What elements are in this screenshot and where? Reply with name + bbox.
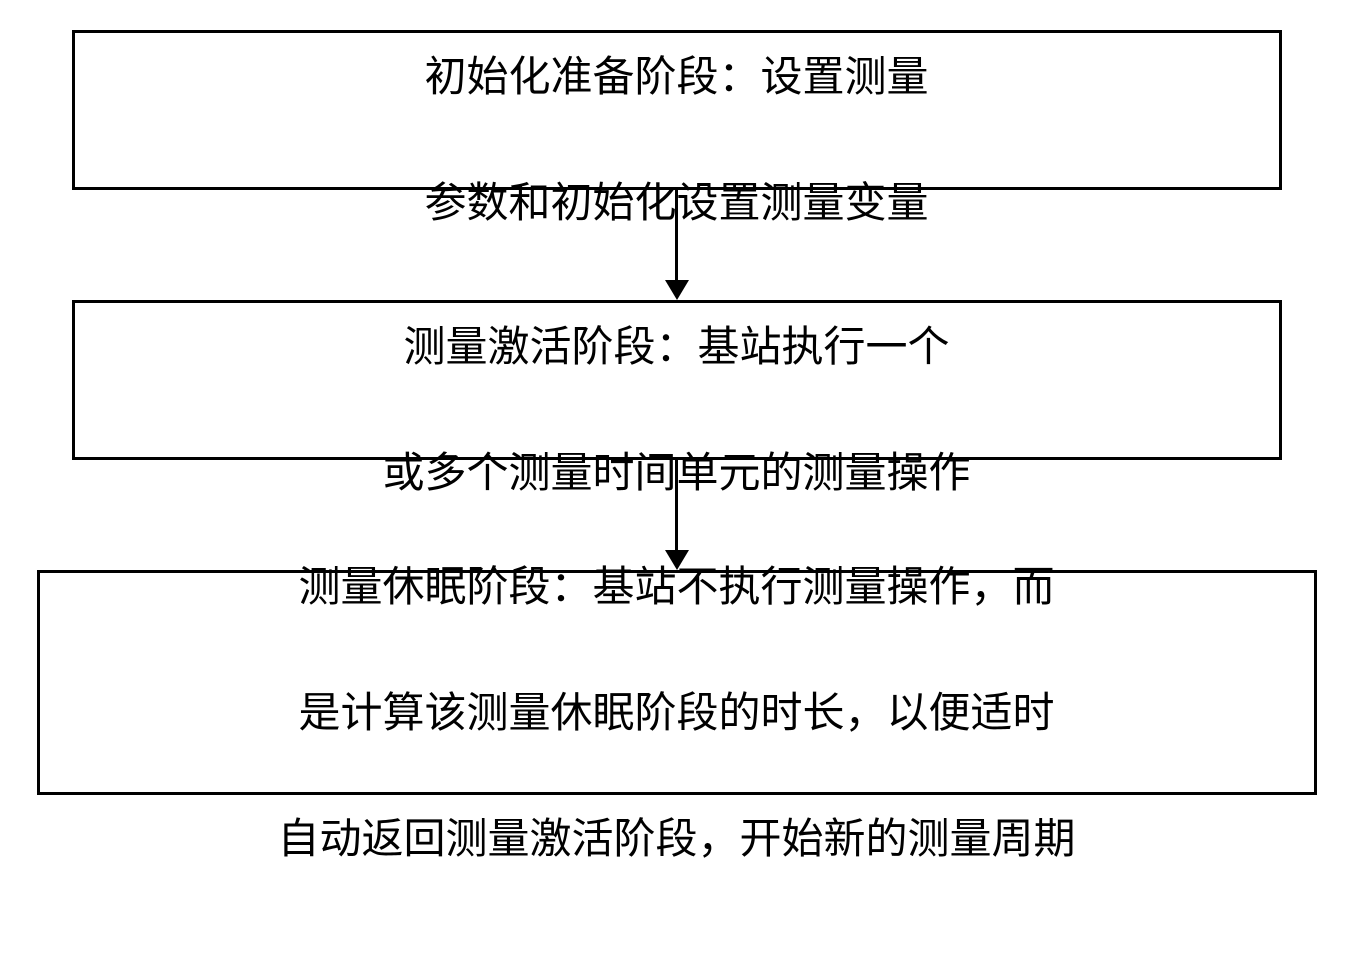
node-text-line: 初始化准备阶段：设置测量 xyxy=(424,55,928,101)
node-text-line: 自动返回测量激活阶段，开始新的测量周期 xyxy=(277,817,1075,863)
flowchart-node-2: 测量激活阶段：基站执行一个 或多个测量时间单元的测量操作 xyxy=(72,300,1282,460)
node-text-line: 测量激活阶段：基站执行一个 xyxy=(403,325,949,371)
node-text-line: 测量休眠阶段：基站不执行测量操作，而 xyxy=(298,565,1054,611)
node-text-line: 是计算该测量休眠阶段的时长，以便适时 xyxy=(298,691,1054,737)
node-text: 测量休眠阶段：基站不执行测量操作，而 是计算该测量休眠阶段的时长，以便适时 自动… xyxy=(277,494,1075,872)
flowchart-container: 初始化准备阶段：设置测量 参数和初始化设置测量变量 测量激活阶段：基站执行一个 … xyxy=(0,30,1353,795)
flowchart-node-1: 初始化准备阶段：设置测量 参数和初始化设置测量变量 xyxy=(72,30,1282,190)
flowchart-node-3: 测量休眠阶段：基站不执行测量操作，而 是计算该测量休眠阶段的时长，以便适时 自动… xyxy=(37,570,1317,795)
